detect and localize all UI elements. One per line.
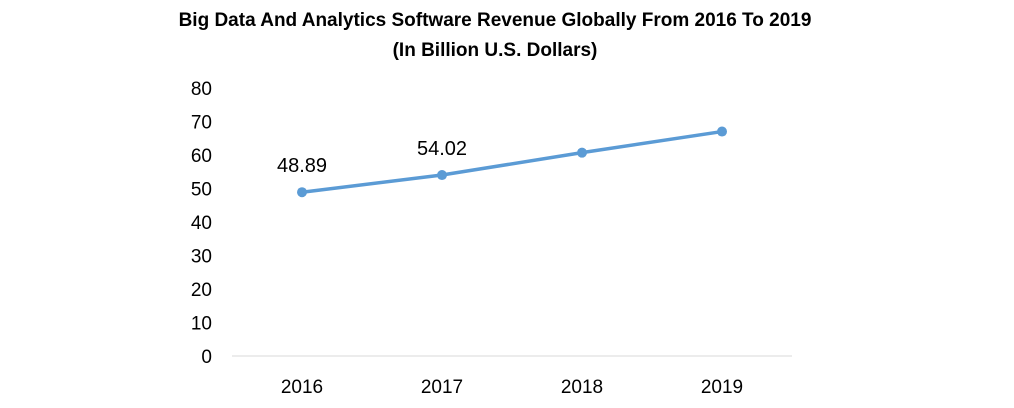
series-line — [301, 129, 723, 194]
y-tick-label: 60 — [191, 146, 212, 167]
data-label: 54.02 — [417, 138, 467, 160]
data-point — [297, 187, 307, 198]
y-tick-label: 40 — [191, 213, 212, 234]
y-tick-label: 50 — [191, 180, 212, 201]
y-tick-label: 30 — [191, 247, 212, 268]
data-label: 48.89 — [277, 155, 327, 177]
x-tick-label: 2017 — [421, 377, 463, 398]
y-tick-label: 80 — [191, 79, 212, 100]
chart-subtitle: (In Billion U.S. Dollars) — [392, 40, 598, 61]
y-tick-label: 70 — [191, 113, 212, 134]
x-tick-label: 2016 — [281, 377, 323, 398]
data-point — [577, 147, 587, 158]
y-tick-label: 10 — [191, 314, 212, 335]
x-tick-label: 2019 — [701, 377, 743, 398]
x-tick-label: 2018 — [561, 377, 603, 398]
chart-title: Big Data And Analytics Software Revenue … — [178, 10, 812, 31]
y-tick-label: 0 — [201, 347, 212, 368]
data-point — [437, 170, 447, 181]
data-point — [717, 126, 727, 137]
y-tick-label: 20 — [191, 280, 212, 301]
